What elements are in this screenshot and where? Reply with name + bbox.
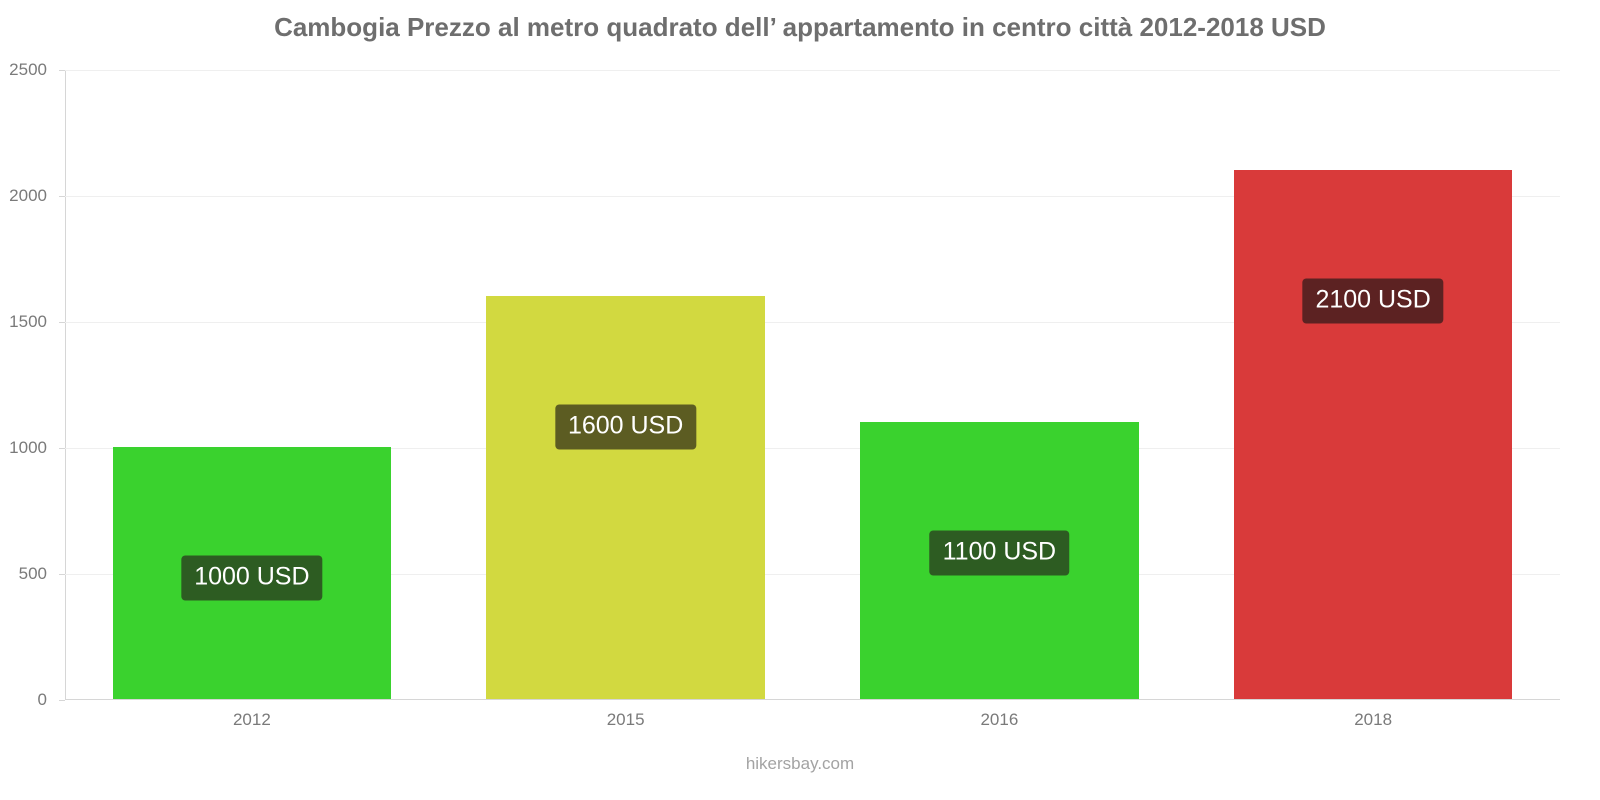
bar-value-label: 2100 USD [1302,278,1444,324]
bar[interactable] [486,295,765,699]
gridline [65,448,1560,449]
x-axis-tick-label: 2015 [606,710,645,729]
y-axis-tick-mark [59,700,65,701]
y-axis-tick-mark [59,322,65,323]
bar-value-label: 1600 USD [554,404,697,450]
y-axis-tick-mark [59,70,65,71]
page-title: Cambogia Prezzo al metro quadrato dell’ … [274,12,1326,42]
y-axis-line [65,70,66,700]
y-axis-tick-label: 500 [18,564,47,583]
x-axis-tick-label: 2018 [1354,710,1393,729]
watermark: hikersbay.com [745,754,855,773]
bar-value-label: 1000 USD [181,555,323,601]
y-axis-tick-label: 2000 [9,186,47,205]
gridline [65,70,1560,71]
x-axis-tick-label: 2016 [980,710,1019,729]
y-axis-tick-label: 2500 [9,60,47,79]
y-axis-tick-label: 1000 [9,438,47,457]
gridline [65,196,1560,197]
x-axis-line [65,699,1560,700]
y-axis-tick-mark [59,196,65,197]
x-axis-tick-label: 2012 [232,710,271,729]
gridline [65,322,1560,323]
y-axis-tick-mark [59,574,65,575]
bar-value-label: 1100 USD [929,530,1070,576]
gridline [65,574,1560,575]
plot-area: 1000 USD 1600 USD 1100 USD 2100 USD [59,70,1560,701]
y-axis-tick-label: 0 [37,690,47,709]
y-axis-tick-mark [59,448,65,449]
y-axis-tick-label: 1500 [9,312,47,331]
bar[interactable] [1233,169,1513,699]
